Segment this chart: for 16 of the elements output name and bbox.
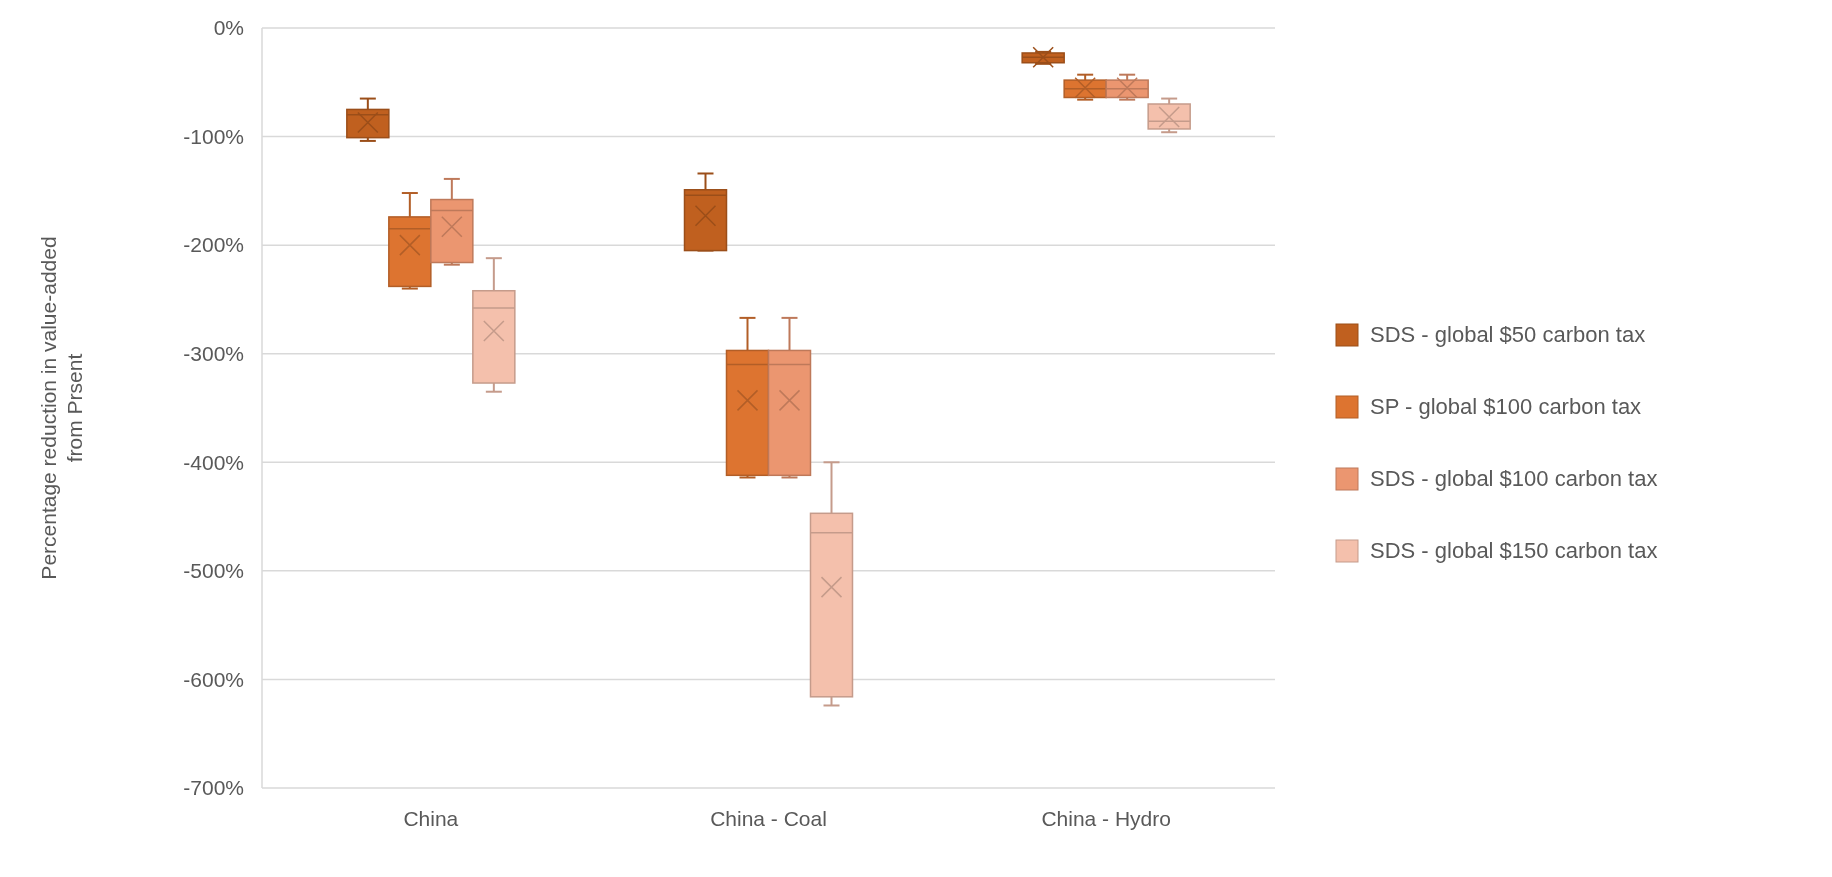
y-tick-label: -700% bbox=[183, 776, 244, 800]
x-tick-label: China - Hydro bbox=[1041, 807, 1171, 830]
y-tick-label: -500% bbox=[183, 559, 244, 583]
y-tick-label: -100% bbox=[183, 124, 244, 148]
y-tick-label: 0% bbox=[213, 16, 244, 40]
x-tick-label: China bbox=[403, 807, 459, 830]
legend-label: SDS - global $100 carbon tax bbox=[1370, 466, 1658, 491]
y-tick-label: -300% bbox=[183, 342, 244, 366]
y-tick-label: -400% bbox=[183, 450, 244, 474]
y-tick-label: -200% bbox=[183, 233, 244, 257]
legend-label: SP - global $100 carbon tax bbox=[1370, 394, 1642, 419]
legend-label: SDS - global $150 carbon tax bbox=[1370, 538, 1658, 563]
legend-label: SDS - global $50 carbon tax bbox=[1370, 322, 1646, 347]
x-tick-label: China - Coal bbox=[710, 807, 827, 830]
y-tick-label: -600% bbox=[183, 667, 244, 691]
y-axis-title: Percentage reduction in value-added from Prsent bbox=[37, 236, 86, 580]
